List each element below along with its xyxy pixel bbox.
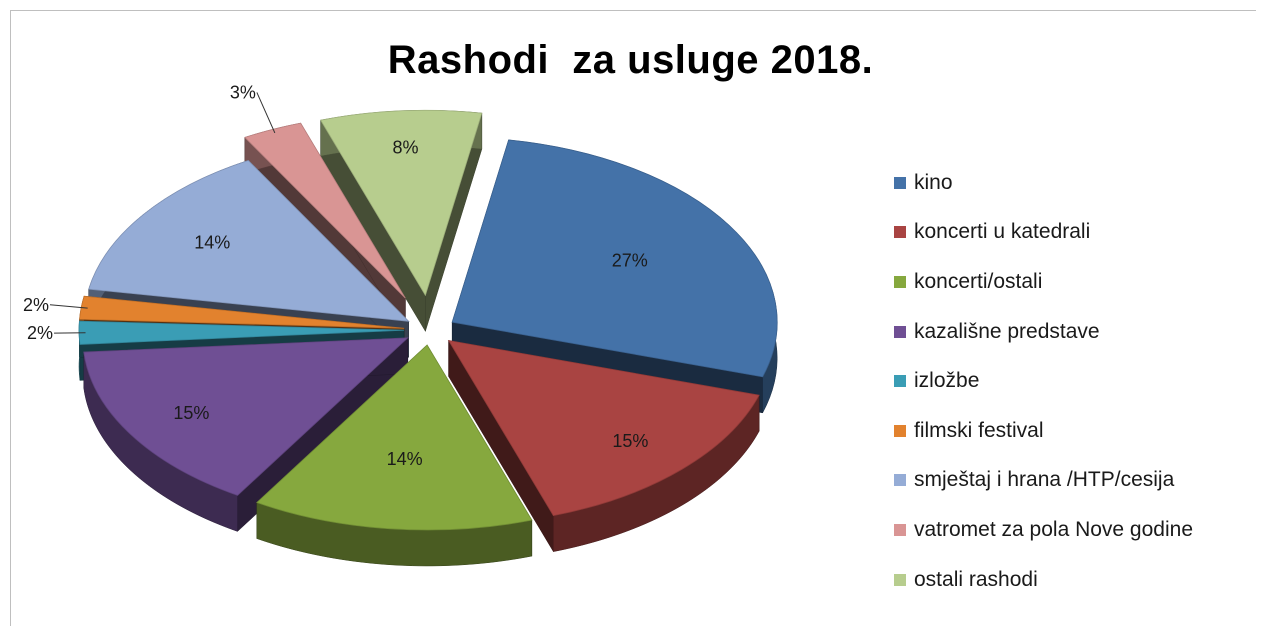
chart-frame xyxy=(10,10,1256,626)
legend-swatch-koncerti-ostali xyxy=(894,275,906,288)
legend-label-filmski-festival: filmski festival xyxy=(914,418,1044,442)
pie-slice-kino xyxy=(451,139,778,414)
legend-swatch-koncerti-u-katedrali xyxy=(894,226,906,239)
data-label-ostali-rashodi: 8% xyxy=(392,138,418,158)
legend-label-koncerti-u-katedrali: koncerti u katedrali xyxy=(914,220,1091,244)
legend-item-vatromet-za-pola-nove-godine: vatromet za pola Nove godine xyxy=(894,505,1254,555)
legend-item-koncerti-ostali: koncerti/ostali xyxy=(894,257,1254,307)
legend-label-izlozbe: izložbe xyxy=(914,369,980,393)
legend-label-kazalisne-predstave: kazališne predstave xyxy=(914,319,1100,343)
legend-label-smjestaj-i-hrana-htp-cesija: smještaj i hrana /HTP/cesija xyxy=(914,468,1175,492)
legend-item-kazalisne-predstave: kazališne predstave xyxy=(894,307,1254,357)
legend-label-vatromet-za-pola-nove-godine: vatromet za pola Nove godine xyxy=(914,517,1193,541)
legend-swatch-smjestaj-i-hrana-htp-cesija xyxy=(894,474,906,487)
data-label-kazalisne-predstave: 15% xyxy=(173,403,209,423)
chart-title: Rashodi za usluge 2018. xyxy=(387,38,874,82)
legend-swatch-kino xyxy=(894,176,906,189)
legend-item-ostali-rashodi: ostali rashodi xyxy=(894,555,1254,605)
legend-swatch-ostali-rashodi xyxy=(894,573,906,586)
data-label-filmski-festival: 2% xyxy=(23,295,49,315)
data-label-izlozbe: 2% xyxy=(27,323,53,343)
leader-line-vatromet-za-pola-nove-godine xyxy=(256,92,276,134)
chart-legend: kino koncerti u katedrali koncerti/ostali k… xyxy=(894,158,1254,604)
legend-item-kino: kino xyxy=(894,158,1254,208)
data-label-koncerti-ostali: 14% xyxy=(387,449,423,469)
legend-item-filmski-festival: filmski festival xyxy=(894,406,1254,456)
data-label-vatromet-za-pola-nove-godine: 3% xyxy=(230,82,256,102)
data-label-kino: 27% xyxy=(612,250,648,270)
legend-label-ostali-rashodi: ostali rashodi xyxy=(914,567,1038,591)
legend-label-koncerti-ostali: koncerti/ostali xyxy=(914,269,1043,293)
legend-swatch-vatromet-za-pola-nove-godine xyxy=(894,523,906,536)
legend-item-izlozbe: izložbe xyxy=(894,356,1254,406)
legend-label-kino: kino xyxy=(914,170,953,194)
data-label-smjestaj-i-hrana-htp-cesija: 14% xyxy=(194,232,230,252)
pie-slice-ostali-rashodi xyxy=(320,109,483,333)
pie-slice-koncerti-u-katedrali xyxy=(447,339,760,553)
legend-item-smjestaj-i-hrana-htp-cesija: smještaj i hrana /HTP/cesija xyxy=(894,456,1254,506)
legend-swatch-kazalisne-predstave xyxy=(894,325,906,338)
data-label-koncerti-u-katedrali: 15% xyxy=(612,431,648,451)
leader-line-filmski-festival xyxy=(49,304,88,309)
legend-swatch-izlozbe xyxy=(894,375,906,388)
pie-slice-koncerti-ostali xyxy=(256,344,533,567)
legend-item-koncerti-u-katedrali: koncerti u katedrali xyxy=(894,208,1254,258)
legend-swatch-filmski-festival xyxy=(894,424,906,437)
